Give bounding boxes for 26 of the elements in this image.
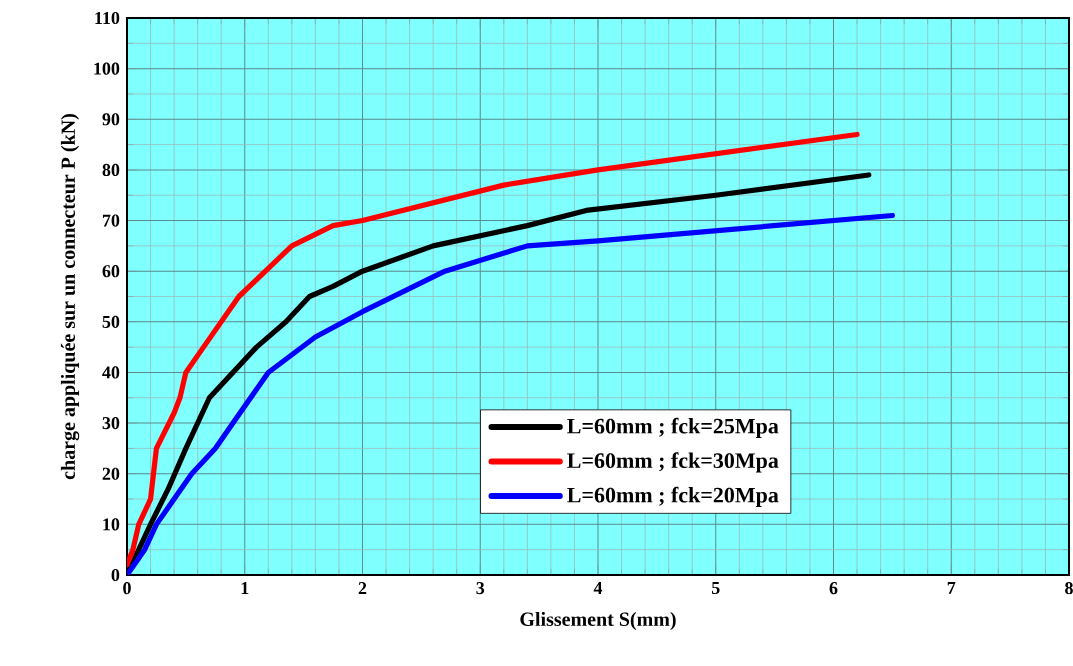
y-tick-label: 70 [102, 214, 120, 227]
y-tick-label: 80 [102, 163, 120, 176]
legend-label: L=60mm ; fck=20Mpa [567, 486, 779, 508]
y-axis-title: charge appliquée sur un connecteur P (kN) [60, 114, 80, 480]
y-tick-label: 100 [94, 62, 120, 75]
y-tick-label: 10 [103, 518, 120, 531]
x-tick-label: 8 [1065, 582, 1073, 595]
y-tick-label: 50 [102, 315, 120, 328]
x-axis-title: Glissement S(mm) [520, 611, 676, 631]
y-tick-label: 0 [111, 568, 120, 582]
x-tick-label: 3 [476, 582, 485, 595]
x-tick-label: 7 [947, 582, 956, 594]
x-tick-label: 2 [358, 582, 367, 594]
x-tick-label: 6 [829, 582, 838, 595]
y-tick-label: 110 [95, 11, 120, 25]
y-tick-label: 90 [102, 113, 120, 126]
x-tick-label: 1 [241, 582, 249, 594]
y-tick-label: 40 [102, 366, 120, 379]
x-tick-label: 5 [711, 582, 720, 595]
legend-label: L=60mm ; fck=30Mpa [567, 452, 779, 473]
x-tick-label: 0 [123, 582, 131, 595]
x-tick-label: 4 [593, 582, 603, 594]
legend-label: L=60mm ; fck=25Mpa [567, 417, 779, 439]
y-tick-label: 60 [102, 265, 120, 278]
y-tick-label: 20 [102, 467, 120, 480]
y-tick-label: 30 [102, 417, 120, 430]
